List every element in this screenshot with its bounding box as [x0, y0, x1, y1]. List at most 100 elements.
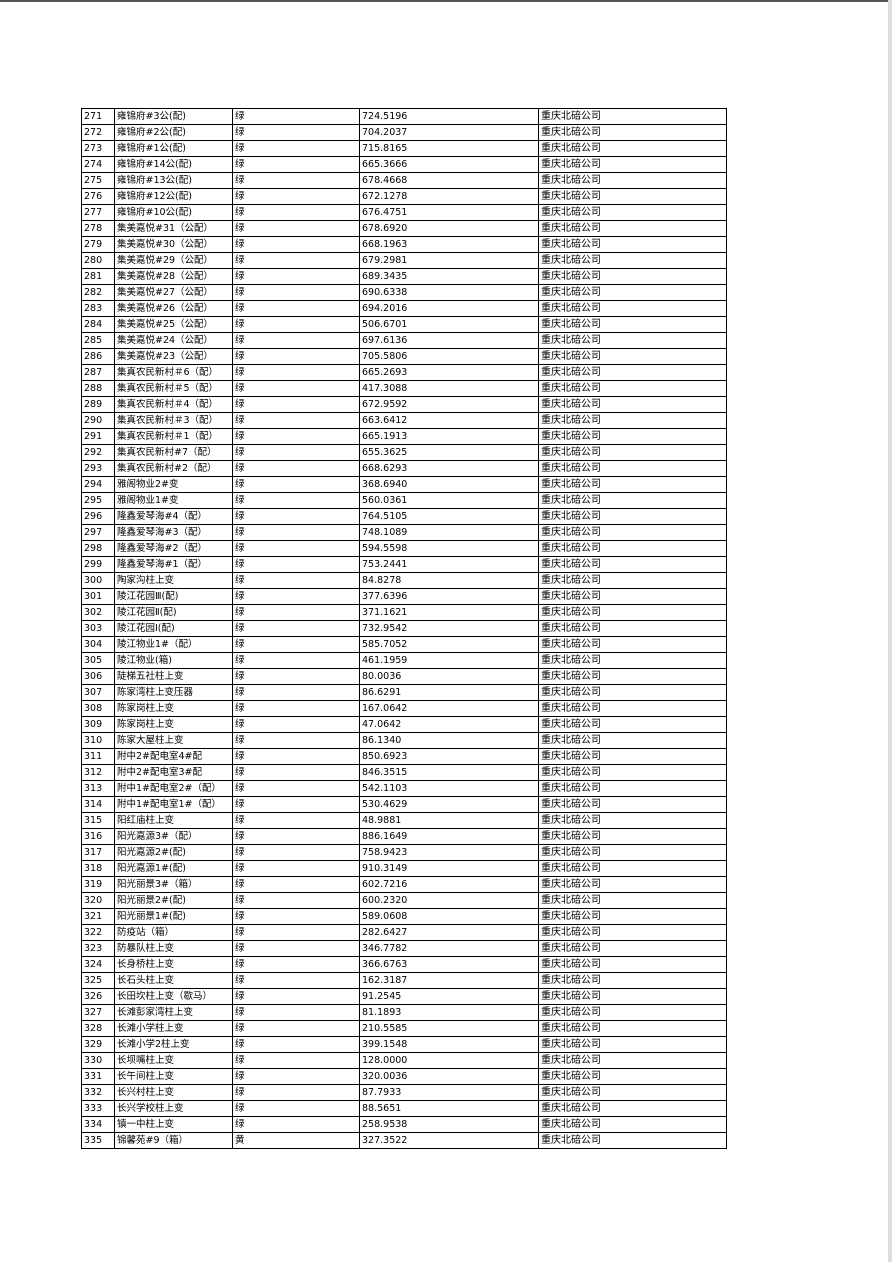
- table-row: 304 陵江物业1#（配）绿 585.7052 重庆北碚公司: [81, 636, 727, 653]
- status: 绿: [232, 1036, 360, 1053]
- table-row: 327 长滩彭家湾柱上变绿 81.1893 重庆北碚公司: [81, 1004, 727, 1021]
- row-number: 278: [81, 220, 115, 237]
- company: 重庆北碚公司: [538, 844, 727, 861]
- station-name: 长滩小学2柱上变: [114, 1036, 233, 1053]
- company: 重庆北碚公司: [538, 604, 727, 621]
- row-number: 319: [81, 876, 115, 893]
- company: 重庆北碚公司: [538, 876, 727, 893]
- value: 665.3666: [359, 156, 539, 173]
- company: 重庆北碚公司: [538, 1020, 727, 1037]
- status: 绿: [232, 444, 360, 461]
- table-row: 296 隆鑫爱琴海#4（配）绿 764.5105 重庆北碚公司: [81, 508, 727, 525]
- station-name: 镇一中柱上变: [114, 1116, 233, 1133]
- company: 重庆北碚公司: [538, 652, 727, 669]
- table-row: 295 雅阁物业1#变绿 560.0361 重庆北碚公司: [81, 492, 727, 509]
- station-name: 集真农民新村＃4（配）: [114, 396, 233, 413]
- status: 绿: [232, 284, 360, 301]
- value: 377.6396: [359, 588, 539, 605]
- station-name: 集美嘉悦#26（公配）: [114, 300, 233, 317]
- table-row: 286 集美嘉悦#23（公配）绿 705.5806 重庆北碚公司: [81, 348, 727, 365]
- station-name: 雍锦府#13公(配): [114, 172, 233, 189]
- row-number: 325: [81, 972, 115, 989]
- status: 绿: [232, 940, 360, 957]
- row-number: 316: [81, 828, 115, 845]
- status: 绿: [232, 332, 360, 349]
- table-row: 292 集真农民新村#7（配）绿 655.3625 重庆北碚公司: [81, 444, 727, 461]
- station-name: 长石头柱上变: [114, 972, 233, 989]
- value: 732.9542: [359, 620, 539, 637]
- station-name: 附中1#配电室1#（配）: [114, 796, 233, 813]
- company: 重庆北碚公司: [538, 236, 727, 253]
- station-name: 附中2#配电室4#配: [114, 748, 233, 765]
- status: 绿: [232, 316, 360, 333]
- value: 86.6291: [359, 684, 539, 701]
- company: 重庆北碚公司: [538, 860, 727, 877]
- company: 重庆北碚公司: [538, 924, 727, 941]
- row-number: 324: [81, 956, 115, 973]
- row-number: 302: [81, 604, 115, 621]
- company: 重庆北碚公司: [538, 204, 727, 221]
- company: 重庆北碚公司: [538, 956, 727, 973]
- value: 128.0000: [359, 1052, 539, 1069]
- station-name: 集美嘉悦#30（公配）: [114, 236, 233, 253]
- data-table: 271 雍锦府#3公(配) 绿 724.5196 重庆北碚公司 272 雍锦府#2公(配) 绿…: [81, 108, 727, 1149]
- company: 重庆北碚公司: [538, 172, 727, 189]
- table-row: 280 集美嘉悦#29（公配）绿 679.2981 重庆北碚公司: [81, 252, 727, 269]
- station-name: 集真农民新村＃3（配）: [114, 412, 233, 429]
- status: 绿: [232, 124, 360, 141]
- status: 绿: [232, 732, 360, 749]
- status: 绿: [232, 1084, 360, 1101]
- row-number: 315: [81, 812, 115, 829]
- status: 绿: [232, 556, 360, 573]
- value: 694.2016: [359, 300, 539, 317]
- company: 重庆北碚公司: [538, 1100, 727, 1117]
- station-name: 长坝嘴柱上变: [114, 1052, 233, 1069]
- status: 绿: [232, 748, 360, 765]
- value: 678.4668: [359, 172, 539, 189]
- row-number: 292: [81, 444, 115, 461]
- table-row: 301 陵江花园Ⅲ(配) 绿 377.6396 重庆北碚公司: [81, 588, 727, 605]
- row-number: 330: [81, 1052, 115, 1069]
- table-row: 308 陈家岗柱上变绿 167.0642 重庆北碚公司: [81, 700, 727, 717]
- status: 绿: [232, 796, 360, 813]
- value: 84.8278: [359, 572, 539, 589]
- row-number: 303: [81, 620, 115, 637]
- table-row: 316 阳光嘉源3#（配）绿 886.1649 重庆北碚公司: [81, 828, 727, 845]
- station-name: 阳光丽景1#(配): [114, 908, 233, 925]
- station-name: 集真农民新村＃5（配）: [114, 380, 233, 397]
- value: 506.6701: [359, 316, 539, 333]
- station-name: 长兴学校柱上变: [114, 1100, 233, 1117]
- row-number: 284: [81, 316, 115, 333]
- row-number: 335: [81, 1132, 115, 1149]
- status: 绿: [232, 604, 360, 621]
- row-number: 281: [81, 268, 115, 285]
- value: 655.3625: [359, 444, 539, 461]
- station-name: 隆鑫爱琴海#1（配）: [114, 556, 233, 573]
- company: 重庆北碚公司: [538, 524, 727, 541]
- company: 重庆北碚公司: [538, 668, 727, 685]
- status: 绿: [232, 140, 360, 157]
- company: 重庆北碚公司: [538, 492, 727, 509]
- company: 重庆北碚公司: [538, 940, 727, 957]
- company: 重庆北碚公司: [538, 540, 727, 557]
- row-number: 296: [81, 508, 115, 525]
- table-row: 289 集真农民新村＃4（配）绿 672.9592 重庆北碚公司: [81, 396, 727, 413]
- value: 346.7782: [359, 940, 539, 957]
- status: 绿: [232, 476, 360, 493]
- status: 绿: [232, 780, 360, 797]
- value: 672.1278: [359, 188, 539, 205]
- value: 705.5806: [359, 348, 539, 365]
- station-name: 集美嘉悦#27（公配）: [114, 284, 233, 301]
- status: 绿: [232, 1004, 360, 1021]
- station-name: 集真农民新村＃6（配）: [114, 364, 233, 381]
- company: 重庆北碚公司: [538, 732, 727, 749]
- row-number: 308: [81, 700, 115, 717]
- value: 704.2037: [359, 124, 539, 141]
- value: 663.6412: [359, 412, 539, 429]
- row-number: 289: [81, 396, 115, 413]
- table-row: 321 阳光丽景1#(配) 绿 589.0608 重庆北碚公司: [81, 908, 727, 925]
- value: 91.2545: [359, 988, 539, 1005]
- station-name: 附中1#配电室2#（配）: [114, 780, 233, 797]
- value: 665.2693: [359, 364, 539, 381]
